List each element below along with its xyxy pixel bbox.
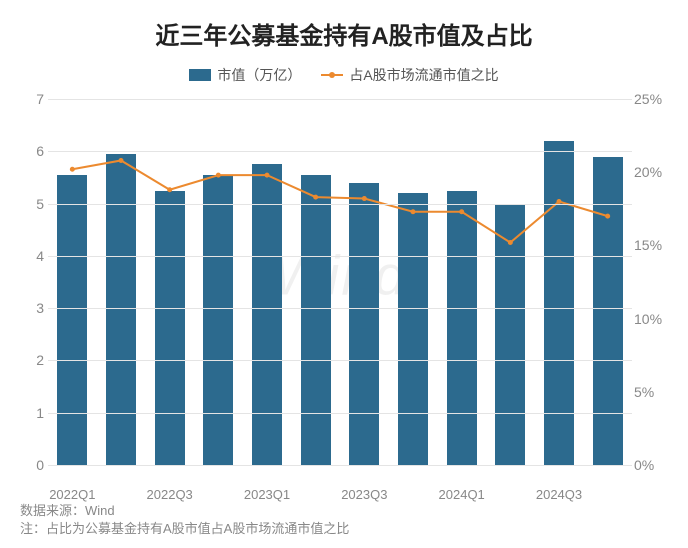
y-left-tick: 0 xyxy=(20,457,44,473)
gridline xyxy=(48,204,632,205)
chart-container: 近三年公募基金持有A股市值及占比 市值（万亿） 占A股市场流通市值之比 Wind… xyxy=(0,0,688,548)
y-left-tick: 7 xyxy=(20,91,44,107)
x-tick-label: 2022Q3 xyxy=(147,487,193,502)
x-tick-label: 2024Q3 xyxy=(536,487,582,502)
line-marker xyxy=(362,196,367,201)
line-marker xyxy=(265,173,270,178)
legend: 市值（万亿） 占A股市场流通市值之比 xyxy=(20,65,668,85)
y-right-tick: 20% xyxy=(634,164,668,180)
plot-area: Wind 2022Q12022Q32023Q12023Q32024Q12024Q… xyxy=(48,99,632,465)
line-marker xyxy=(216,173,221,178)
y-left-tick: 6 xyxy=(20,143,44,159)
x-tick-label: 2023Q3 xyxy=(341,487,387,502)
y-right-tick: 0% xyxy=(634,457,668,473)
y-left-tick: 4 xyxy=(20,248,44,264)
y-right-tick: 25% xyxy=(634,91,668,107)
footer-source: 数据来源：Wind xyxy=(20,502,349,520)
trend-line xyxy=(72,160,607,242)
legend-bar-label: 市值（万亿） xyxy=(217,65,301,85)
line-marker xyxy=(119,158,124,163)
line-marker xyxy=(605,214,610,219)
gridline xyxy=(48,151,632,152)
line-marker xyxy=(411,209,416,214)
gridline xyxy=(48,99,632,100)
x-tick-label: 2023Q1 xyxy=(244,487,290,502)
x-tick-label: 2022Q1 xyxy=(49,487,95,502)
y-left-tick: 3 xyxy=(20,300,44,316)
y-right-tick: 5% xyxy=(634,384,668,400)
line-layer xyxy=(48,99,632,465)
line-marker xyxy=(508,240,513,245)
line-marker xyxy=(167,187,172,192)
gridline xyxy=(48,308,632,309)
y-left-tick: 2 xyxy=(20,352,44,368)
y-right-tick: 10% xyxy=(634,311,668,327)
gridline xyxy=(48,465,632,466)
legend-item-line: 占A股市场流通市值之比 xyxy=(321,65,498,85)
bar-swatch-icon xyxy=(189,69,211,81)
gridline xyxy=(48,360,632,361)
line-marker xyxy=(70,167,75,172)
y-left-tick: 5 xyxy=(20,196,44,212)
legend-item-bar: 市值（万亿） xyxy=(189,65,301,85)
line-swatch-icon xyxy=(321,74,343,76)
gridline xyxy=(48,256,632,257)
legend-line-label: 占A股市场流通市值之比 xyxy=(349,65,498,85)
gridline xyxy=(48,413,632,414)
line-marker xyxy=(313,195,318,200)
footer-notes: 数据来源：Wind 注：占比为公募基金持有A股市值占A股市场流通市值之比 xyxy=(20,502,349,538)
line-marker xyxy=(459,209,464,214)
x-tick-label: 2024Q1 xyxy=(439,487,485,502)
y-right-tick: 15% xyxy=(634,237,668,253)
chart-title: 近三年公募基金持有A股市值及占比 xyxy=(20,16,668,51)
chart-area: Wind 2022Q12022Q32023Q12023Q32024Q12024Q… xyxy=(20,93,668,493)
y-left-tick: 1 xyxy=(20,405,44,421)
footer-note: 注：占比为公募基金持有A股市值占A股市场流通市值之比 xyxy=(20,520,349,538)
